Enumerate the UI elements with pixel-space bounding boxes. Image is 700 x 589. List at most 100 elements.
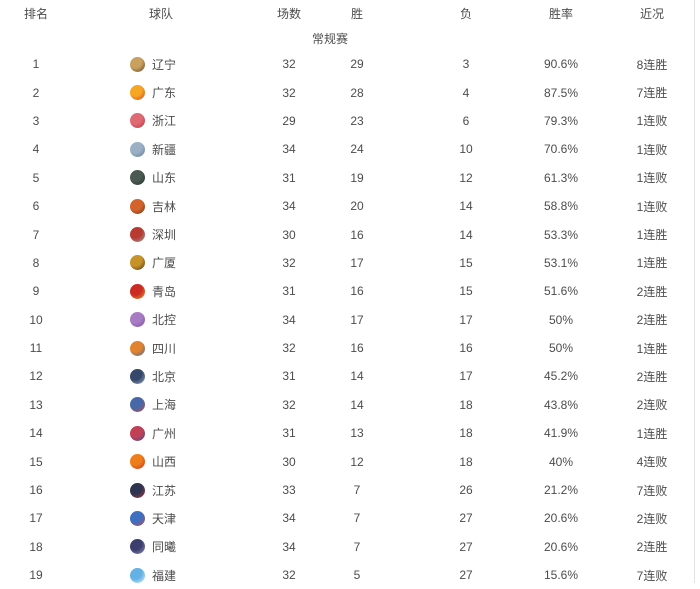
tianjin-team-logo	[130, 510, 145, 526]
table-row: 19 福建 32 5 27 15.6% 7连败	[0, 561, 694, 589]
win-percentage: 61.3%	[543, 170, 579, 185]
standings-rows: 1 辽宁 32 29 3 90.6% 8连胜 2 广东 32 28 4 87.5% 7连胜 3 浙江 29 23 6…	[0, 50, 694, 589]
team-rank: 10	[29, 312, 43, 327]
losses-count: 14	[459, 227, 473, 242]
games-played: 32	[282, 57, 296, 72]
table-row: 4 新疆 34 24 10 70.6% 1连败	[0, 135, 694, 163]
win-percentage: 41.9%	[543, 426, 579, 441]
team-name-link[interactable]: 同曦	[152, 540, 177, 555]
table-row: 13 上海 32 14 18 43.8% 2连败	[0, 391, 694, 419]
team-name-link[interactable]: 四川	[152, 341, 177, 356]
liaoning-team-logo	[130, 56, 145, 72]
games-played: 32	[282, 341, 296, 356]
team-name-link[interactable]: 吉林	[152, 199, 177, 214]
recent-streak: 1连胜	[636, 426, 668, 441]
team-name-link[interactable]: 北京	[152, 369, 177, 384]
table-row: 7 深圳 30 16 14 53.3% 1连胜	[0, 220, 694, 248]
team-cell: 同曦	[120, 533, 250, 561]
team-name-link[interactable]: 山西	[152, 455, 177, 470]
losses-count: 15	[459, 284, 473, 299]
games-played: 30	[282, 227, 296, 242]
guangsha-team-logo	[130, 255, 145, 271]
losses-count: 27	[459, 539, 473, 554]
jiangsu-team-logo	[130, 482, 145, 498]
wins-count: 17	[350, 255, 364, 270]
team-name-link[interactable]: 辽宁	[152, 57, 177, 72]
win-percentage: 20.6%	[543, 511, 579, 526]
win-percentage: 43.8%	[543, 397, 579, 412]
wins-count: 7	[353, 483, 361, 498]
win-percentage: 50%	[548, 312, 574, 327]
team-name-link[interactable]: 青岛	[152, 284, 177, 299]
losses-count: 3	[462, 57, 470, 72]
team-name-link[interactable]: 广东	[152, 86, 177, 101]
table-row: 8 广厦 32 17 15 53.1% 1连胜	[0, 249, 694, 277]
beijing-team-logo	[130, 368, 145, 384]
games-played: 30	[282, 454, 296, 469]
xinjiang-team-logo	[130, 141, 145, 157]
team-rank: 19	[29, 568, 43, 583]
team-name-link[interactable]: 山东	[152, 171, 177, 186]
zhejiang-team-logo	[130, 113, 145, 129]
win-percentage: 70.6%	[543, 142, 579, 157]
team-name-link[interactable]: 江苏	[152, 483, 177, 498]
recent-streak: 1连胜	[636, 228, 668, 243]
recent-streak: 2连胜	[636, 284, 668, 299]
team-cell: 上海	[120, 391, 250, 419]
team-rank: 16	[29, 483, 43, 498]
recent-streak: 2连胜	[636, 369, 668, 384]
team-name-link[interactable]: 福建	[152, 568, 177, 583]
win-percentage: 20.6%	[543, 539, 579, 554]
team-name-link[interactable]: 天津	[152, 511, 177, 526]
wins-count: 7	[353, 539, 361, 554]
table-row: 14 广州 31 13 18 41.9% 1连胜	[0, 419, 694, 447]
guangdong-team-logo	[130, 85, 145, 101]
team-name-link[interactable]: 北控	[152, 313, 177, 328]
team-rank: 12	[29, 369, 43, 384]
table-row: 11 四川 32 16 16 50% 1连胜	[0, 334, 694, 362]
team-name-link[interactable]: 深圳	[152, 228, 177, 243]
column-header-wins: 胜	[350, 6, 363, 21]
fujian-team-logo	[130, 567, 145, 583]
games-played: 32	[282, 397, 296, 412]
games-played: 34	[282, 142, 296, 157]
games-played: 33	[282, 483, 296, 498]
recent-streak: 1连败	[636, 199, 668, 214]
team-name-link[interactable]: 广厦	[152, 256, 177, 271]
team-rank: 13	[29, 397, 43, 412]
team-rank: 14	[29, 426, 43, 441]
losses-count: 12	[459, 170, 473, 185]
recent-streak: 2连败	[636, 511, 668, 526]
games-played: 31	[282, 369, 296, 384]
team-rank: 18	[29, 539, 43, 554]
losses-count: 18	[459, 426, 473, 441]
games-played: 32	[282, 85, 296, 100]
wins-count: 16	[350, 341, 364, 356]
recent-streak: 8连胜	[636, 57, 668, 72]
team-name-link[interactable]: 广州	[152, 426, 177, 441]
recent-streak: 1连胜	[636, 341, 668, 356]
team-name-link[interactable]: 上海	[152, 398, 177, 413]
qingdao-team-logo	[130, 283, 145, 299]
table-row: 10 北控 34 17 17 50% 2连胜	[0, 306, 694, 334]
team-cell: 北京	[120, 362, 250, 390]
team-cell: 山西	[120, 447, 250, 475]
recent-streak: 1连败	[636, 142, 668, 157]
losses-count: 27	[459, 511, 473, 526]
team-name-link[interactable]: 浙江	[152, 114, 177, 129]
losses-count: 10	[459, 142, 473, 157]
games-played: 34	[282, 539, 296, 554]
guangzhou-team-logo	[130, 425, 145, 441]
team-name-link[interactable]: 新疆	[152, 142, 177, 157]
losses-count: 4	[462, 85, 470, 100]
losses-count: 6	[462, 113, 470, 128]
recent-streak: 7连胜	[636, 86, 668, 101]
wins-count: 7	[353, 511, 361, 526]
win-percentage: 40%	[548, 454, 574, 469]
wins-count: 24	[350, 142, 364, 157]
losses-count: 27	[459, 568, 473, 583]
team-cell: 青岛	[120, 277, 250, 305]
win-percentage: 15.6%	[543, 568, 579, 583]
team-rank: 4	[32, 142, 40, 157]
